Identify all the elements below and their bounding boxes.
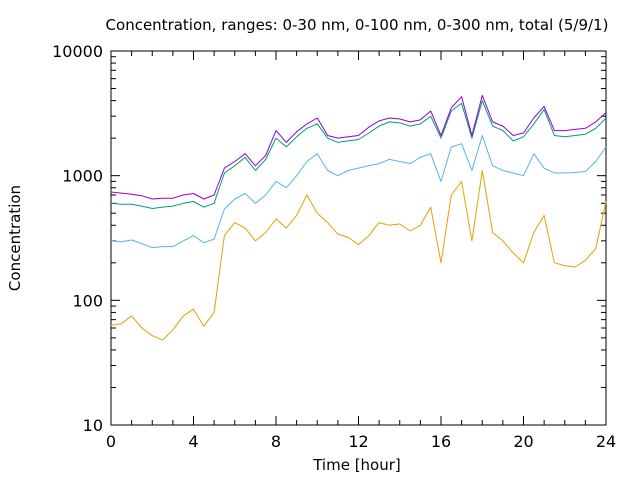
series-line-3 [110,100,607,209]
series-line-2 [110,135,607,249]
x-tick-label: 20 [513,432,533,451]
x-tick-labels: 0 4 8 12 16 20 24 [106,432,616,451]
chart-title: Concentration, ranges: 0-30 nm, 0-100 nm… [106,16,609,34]
x-tick-label: 4 [188,432,198,451]
x-axis-label: Time [hour] [312,456,401,474]
x-tick-label: 24 [596,432,616,451]
y-tick-label: 10000 [52,42,103,61]
axis-ticks [110,50,607,426]
y-tick-label: 1000 [62,167,103,186]
series-line-1 [110,170,607,341]
y-tick-labels: 10 100 1000 10000 [52,42,103,435]
x-tick-label: 12 [348,432,368,451]
x-tick-label: 16 [431,432,451,451]
series-lines [110,94,607,341]
x-tick-label: 0 [106,432,116,451]
series-line-4 [110,94,607,200]
x-tick-label: 8 [271,432,281,451]
y-axis-label: Concentration [6,185,24,291]
y-tick-label: 10 [83,416,103,435]
y-tick-label: 100 [72,291,103,310]
